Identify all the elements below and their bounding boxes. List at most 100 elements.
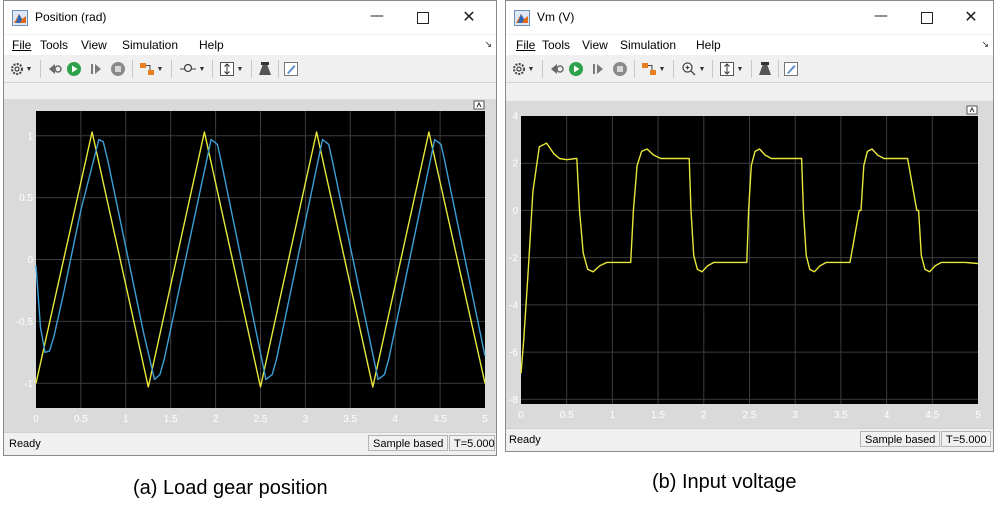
y-tick-label: -4 — [509, 300, 518, 311]
x-tick-label: 5 — [975, 410, 981, 421]
x-tick-label: 0 — [33, 414, 39, 425]
menu-help[interactable]: Help — [199, 38, 224, 52]
plot-area: 0 0.5 1 1.5 2 2.5 3 3.5 4 4.5 5 1 0.5 0 -0.5 -1 — [4, 99, 496, 433]
status-mode: Sample based — [860, 431, 940, 447]
x-tick-label: 4 — [392, 414, 398, 425]
minimize-button[interactable]: — — [370, 8, 384, 24]
window-title: Position (rad) — [35, 10, 107, 24]
maximize-button[interactable] — [400, 1, 446, 34]
settings-icon[interactable]: ▼ — [8, 60, 34, 78]
title-bar[interactable]: Vm (V) — ✕ — [506, 1, 993, 34]
y-tick-label: -0.5 — [16, 317, 34, 328]
maximize-axes-icon[interactable] — [966, 105, 978, 115]
menu-simulation[interactable]: Simulation — [620, 38, 677, 52]
highlight-block-icon[interactable]: ▼ — [638, 60, 668, 78]
menu-view[interactable]: View — [582, 38, 608, 52]
y-tick-label: 0 — [27, 255, 33, 266]
x-tick-label: 1.5 — [164, 414, 178, 425]
series-line-1 — [35, 138, 486, 381]
menu-tools[interactable]: Tools — [40, 38, 69, 52]
y-tick-label: 0 — [512, 206, 518, 217]
x-tick-label: 5 — [482, 414, 488, 425]
menu-file[interactable]: File — [12, 38, 32, 52]
caption-a: (a) Load gear position — [133, 477, 328, 499]
maximize-axes-icon[interactable] — [473, 100, 485, 110]
x-tick-label: 4 — [884, 410, 890, 421]
scale-axes-icon[interactable]: ▼ — [216, 60, 246, 78]
series-line-0 — [35, 131, 486, 388]
x-tick-label: 2 — [213, 414, 219, 425]
status-ready: Ready — [509, 434, 541, 446]
dock-icon[interactable]: ↘ — [484, 39, 492, 49]
series-line-0 — [520, 142, 979, 374]
x-tick-label: 1.5 — [651, 410, 665, 421]
simulink-model-icon[interactable] — [756, 60, 774, 78]
stop-icon[interactable] — [611, 60, 629, 78]
close-button[interactable]: ✕ — [964, 7, 978, 26]
settings-icon[interactable]: ▼ — [510, 60, 536, 78]
caption-b: (b) Input voltage — [652, 471, 797, 493]
run-icon[interactable] — [567, 60, 585, 78]
y-tick-label: -1 — [24, 379, 33, 390]
scope-window-voltage: Vm (V) — ✕ File Tools View Simulation He… — [505, 0, 994, 452]
x-tick-label: 1 — [610, 410, 616, 421]
menu-simulation[interactable]: Simulation — [122, 38, 179, 52]
style-edit-icon[interactable] — [282, 60, 300, 78]
menu-view[interactable]: View — [81, 38, 107, 52]
x-tick-label: 4.5 — [433, 414, 447, 425]
x-tick-label: 3 — [792, 410, 798, 421]
matlab-app-icon — [514, 10, 530, 26]
y-tick-label: 4 — [512, 112, 518, 123]
toolbar: ▼ ▼ ▼ ▼ — [4, 56, 496, 83]
menu-bar: File Tools View Simulation Help ↘ — [506, 35, 993, 55]
dock-icon[interactable]: ↘ — [981, 39, 989, 49]
plot-area: 0 0.5 1 1.5 2 2.5 3 3.5 4 4.5 5 4 2 0 -2 -4 -6 -8 — [506, 101, 993, 432]
simulink-model-icon[interactable] — [256, 60, 274, 78]
close-button[interactable]: ✕ — [462, 7, 476, 26]
step-forward-icon[interactable] — [87, 60, 105, 78]
zoom-in-icon[interactable]: ▼ — [678, 60, 708, 78]
x-tick-label: 0.5 — [74, 414, 88, 425]
menu-file[interactable]: File — [516, 38, 536, 52]
y-tick-label: -6 — [509, 348, 518, 359]
y-tick-label: 2 — [512, 159, 518, 170]
status-time: T=5.000 — [941, 431, 991, 447]
menu-help[interactable]: Help — [696, 38, 721, 52]
x-tick-label: 4.5 — [925, 410, 939, 421]
status-time: T=5.000 — [449, 435, 495, 451]
step-back-icon[interactable] — [45, 60, 63, 78]
x-tick-label: 3.5 — [834, 410, 848, 421]
window-title: Vm (V) — [537, 10, 575, 24]
highlight-block-icon[interactable]: ▼ — [136, 60, 166, 78]
y-tick-label: 1 — [27, 131, 33, 142]
run-icon[interactable] — [65, 60, 83, 78]
scale-axes-icon[interactable]: ▼ — [716, 60, 746, 78]
stop-icon[interactable] — [109, 60, 127, 78]
x-tick-label: 3 — [303, 414, 309, 425]
scope-plot: 0 0.5 1 1.5 2 2.5 3 3.5 4 4.5 5 1 0.5 0 -0.5 -1 — [16, 100, 488, 425]
x-tick-label: 2 — [701, 410, 707, 421]
status-mode: Sample based — [368, 435, 448, 451]
minimize-button[interactable]: — — [874, 8, 888, 24]
status-bar: Ready Sample based T=5.000 — [4, 432, 496, 455]
menu-tools[interactable]: Tools — [542, 38, 571, 52]
status-bar: Ready Sample based T=5.000 — [506, 428, 993, 451]
zoom-icon[interactable]: ▼ — [176, 60, 208, 78]
y-tick-label: -2 — [509, 253, 518, 264]
scope-plot: 0 0.5 1 1.5 2 2.5 3 3.5 4 4.5 5 4 2 0 -2 -4 -6 -8 — [509, 105, 981, 421]
scope-window-position: Position (rad) — ✕ File Tools View Simul… — [3, 0, 497, 456]
x-tick-label: 2.5 — [743, 410, 757, 421]
matlab-app-icon — [12, 10, 28, 26]
status-ready: Ready — [9, 438, 41, 450]
y-tick-label: 0.5 — [19, 193, 33, 204]
x-tick-label: 2.5 — [254, 414, 268, 425]
toolbar: ▼ ▼ ▼ ▼ — [506, 56, 993, 83]
title-bar[interactable]: Position (rad) — ✕ — [4, 1, 496, 34]
maximize-button[interactable] — [904, 1, 950, 34]
x-tick-label: 1 — [123, 414, 129, 425]
step-back-icon[interactable] — [547, 60, 565, 78]
x-tick-label: 3.5 — [343, 414, 357, 425]
menu-bar: File Tools View Simulation Help ↘ — [4, 35, 496, 55]
step-forward-icon[interactable] — [589, 60, 607, 78]
style-edit-icon[interactable] — [782, 60, 800, 78]
